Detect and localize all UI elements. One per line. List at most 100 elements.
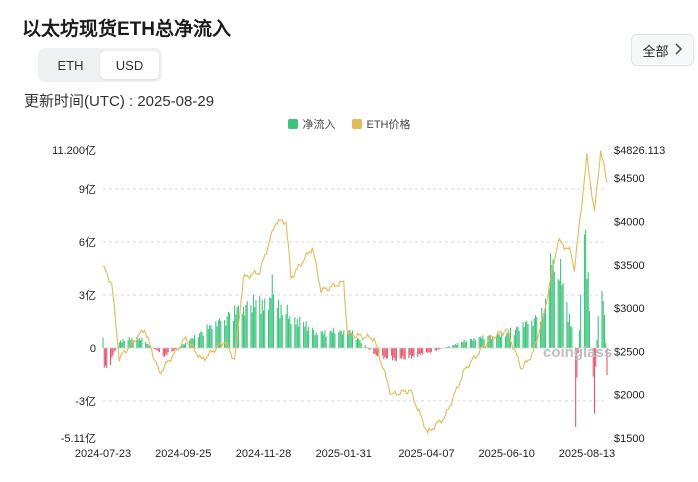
- flow-bar[interactable]: [242, 306, 244, 348]
- flow-bar[interactable]: [492, 336, 494, 348]
- flow-bar[interactable]: [285, 314, 287, 348]
- flow-bar[interactable]: [384, 348, 386, 357]
- flow-bar[interactable]: [111, 348, 113, 358]
- flow-bar[interactable]: [290, 323, 292, 348]
- flow-bar[interactable]: [103, 348, 105, 368]
- flow-bar[interactable]: [349, 329, 351, 348]
- flow-bar[interactable]: [496, 336, 498, 348]
- flow-bar[interactable]: [272, 294, 275, 348]
- flow-bar[interactable]: [224, 319, 226, 348]
- flow-bar[interactable]: [593, 348, 595, 414]
- flow-bar[interactable]: [136, 337, 138, 348]
- flow-bar[interactable]: [323, 334, 325, 348]
- flow-bar[interactable]: [400, 348, 402, 359]
- flow-bar[interactable]: [360, 343, 362, 348]
- flow-bar[interactable]: [271, 274, 273, 348]
- flow-bar[interactable]: [586, 278, 588, 348]
- flow-bar[interactable]: [422, 348, 424, 355]
- flow-bar[interactable]: [479, 336, 481, 348]
- flow-bar[interactable]: [167, 348, 169, 353]
- flow-bar[interactable]: [417, 348, 419, 358]
- flow-bar[interactable]: [602, 300, 604, 348]
- flow-bar[interactable]: [232, 320, 234, 348]
- flow-bar[interactable]: [226, 316, 228, 348]
- flow-bar[interactable]: [202, 335, 204, 348]
- flow-bar[interactable]: [121, 342, 123, 348]
- flow-bar[interactable]: [545, 298, 547, 348]
- flow-bar[interactable]: [527, 324, 529, 348]
- flow-bar[interactable]: [279, 318, 281, 348]
- flow-bar[interactable]: [536, 316, 538, 348]
- flow-bar[interactable]: [603, 314, 606, 348]
- flow-bar[interactable]: [425, 348, 427, 353]
- flow-bar[interactable]: [277, 299, 280, 348]
- flow-bar[interactable]: [340, 330, 342, 348]
- flow-bar[interactable]: [313, 330, 315, 348]
- flow-bar[interactable]: [550, 253, 552, 348]
- flow-bar[interactable]: [120, 340, 122, 348]
- flow-bar[interactable]: [478, 336, 480, 348]
- flow-bar[interactable]: [576, 348, 578, 378]
- flow-bar[interactable]: [252, 295, 254, 348]
- flow-bar[interactable]: [462, 342, 464, 348]
- flow-bar[interactable]: [211, 328, 213, 348]
- flow-bar[interactable]: [497, 334, 499, 348]
- flow-bar[interactable]: [155, 348, 157, 350]
- flow-bar[interactable]: [206, 324, 208, 348]
- flow-bar[interactable]: [410, 348, 412, 359]
- flow-bar[interactable]: [498, 334, 500, 348]
- flow-bar[interactable]: [452, 344, 454, 348]
- flow-bar[interactable]: [183, 344, 186, 348]
- flow-bar[interactable]: [131, 338, 133, 348]
- flow-bar[interactable]: [516, 326, 518, 348]
- flow-bar[interactable]: [605, 342, 607, 348]
- flow-bar[interactable]: [532, 326, 534, 348]
- flow-bar[interactable]: [330, 330, 332, 348]
- flow-bar[interactable]: [261, 300, 263, 348]
- flow-bar[interactable]: [264, 298, 266, 348]
- flow-bar[interactable]: [255, 299, 257, 348]
- flow-bar[interactable]: [429, 348, 431, 354]
- flow-bar[interactable]: [200, 331, 202, 348]
- flow-bar[interactable]: [234, 305, 236, 348]
- flow-bar[interactable]: [138, 338, 140, 348]
- flow-bar[interactable]: [508, 333, 510, 348]
- flow-bar[interactable]: [392, 348, 394, 361]
- flow-bar[interactable]: [364, 345, 366, 348]
- flow-bar[interactable]: [270, 297, 272, 348]
- flow-bar[interactable]: [585, 229, 587, 348]
- flow-bar[interactable]: [267, 309, 270, 348]
- flow-bar[interactable]: [373, 348, 375, 354]
- flow-bar[interactable]: [286, 304, 288, 348]
- flow-bar[interactable]: [606, 348, 608, 376]
- flow-bar[interactable]: [304, 326, 306, 348]
- flow-bar[interactable]: [209, 325, 211, 348]
- flow-bar[interactable]: [158, 348, 160, 353]
- flow-bar[interactable]: [592, 348, 594, 377]
- flow-bar[interactable]: [254, 306, 256, 348]
- flow-bar[interactable]: [394, 348, 396, 361]
- flow-bar[interactable]: [182, 344, 184, 348]
- flow-bar[interactable]: [387, 348, 389, 359]
- flow-bar[interactable]: [393, 348, 395, 358]
- flow-bar[interactable]: [399, 348, 401, 359]
- flow-bar[interactable]: [220, 320, 222, 348]
- flow-bar[interactable]: [132, 340, 134, 348]
- flow-bar[interactable]: [402, 348, 404, 357]
- flow-bar[interactable]: [109, 348, 112, 366]
- flow-bar[interactable]: [383, 348, 385, 360]
- flow-bar[interactable]: [438, 348, 440, 350]
- flow-bar[interactable]: [454, 344, 456, 348]
- flow-bar[interactable]: [146, 343, 148, 348]
- flow-bar[interactable]: [236, 306, 238, 348]
- flow-bar[interactable]: [324, 330, 326, 348]
- flow-bar[interactable]: [147, 343, 149, 348]
- flow-bar[interactable]: [524, 321, 527, 348]
- flow-bar[interactable]: [566, 301, 568, 348]
- flow-bar[interactable]: [207, 329, 209, 348]
- flow-bar[interactable]: [404, 348, 406, 360]
- flow-bar[interactable]: [219, 318, 221, 348]
- flow-bar[interactable]: [157, 348, 159, 352]
- flow-bar[interactable]: [463, 340, 465, 348]
- flow-bar[interactable]: [562, 283, 564, 348]
